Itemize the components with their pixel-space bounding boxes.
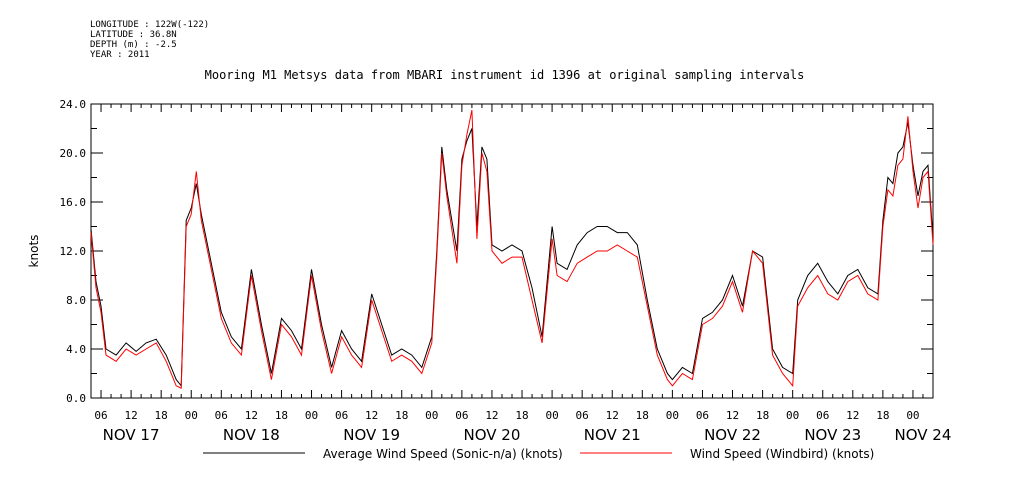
x-hour-tick-label: 06 [576, 409, 589, 422]
metadata-block: LONGITUDE : 122W(-122) LATITUDE : 36.8N … [90, 20, 209, 60]
legend-label-windbird: Wind Speed (Windbird) (knots) [690, 447, 874, 461]
series-line-windbird-wind-speed [90, 110, 934, 389]
x-hour-tick-label: 00 [545, 409, 558, 422]
y-tick-label: 4.0 [66, 343, 86, 356]
y-tick-label: 24.0 [60, 98, 87, 111]
plot-frame [90, 103, 934, 399]
series-line-average-wind-speed [90, 122, 934, 388]
x-day-label: NOV 20 [464, 426, 521, 444]
y-axis-title: knots [27, 235, 41, 268]
depth-label: DEPTH (m) : -2.5 [90, 40, 177, 50]
year-label: YEAR : 2011 [90, 50, 150, 60]
x-hour-tick-label: 12 [124, 409, 137, 422]
x-hour-tick-label: 06 [335, 409, 348, 422]
axes-layer: 0.0 4.0 8.0 12.0 16.0 20.0 24.0 knots 06 12 18 00 06… [27, 98, 951, 444]
latitude-label: LATITUDE : 36.8N [90, 30, 177, 40]
x-hour-tick-label: 00 [305, 409, 318, 422]
x-day-label: NOV 23 [804, 426, 861, 444]
x-hour-tick-label: 06 [696, 409, 709, 422]
x-day-label: NOV 18 [223, 426, 280, 444]
x-day-label: NOV 19 [343, 426, 400, 444]
x-day-label: NOV 24 [895, 426, 952, 444]
chart-title: Mooring M1 Metsys data from MBARI instru… [204, 68, 805, 82]
x-hour-tick-label: 12 [365, 409, 378, 422]
x-day-label: NOV 21 [584, 426, 641, 444]
x-hour-tick-label: 18 [636, 409, 649, 422]
longitude-label: LONGITUDE : 122W(-122) [90, 20, 210, 30]
x-hour-tick-label: 00 [906, 409, 919, 422]
x-hour-tick-label: 18 [756, 409, 769, 422]
series-layer [90, 110, 934, 389]
x-day-label: NOV 22 [704, 426, 761, 444]
x-hour-tick-label: 06 [215, 409, 228, 422]
x-hour-tick-label: 18 [395, 409, 408, 422]
x-hour-tick-label: 18 [155, 409, 168, 422]
x-hour-tick-label: 06 [455, 409, 468, 422]
x-hour-tick-label: 00 [425, 409, 438, 422]
x-hour-tick-label: 00 [185, 409, 198, 422]
y-tick-label: 8.0 [66, 294, 86, 307]
x-hour-tick-label: 00 [666, 409, 679, 422]
y-tick-label: 16.0 [60, 196, 87, 209]
x-hour-tick-label: 12 [606, 409, 619, 422]
x-hour-tick-label: 06 [94, 409, 107, 422]
x-day-label: NOV 17 [103, 426, 160, 444]
x-hour-tick-label: 12 [485, 409, 498, 422]
y-tick-label: 20.0 [60, 147, 87, 160]
x-hour-tick-label: 12 [726, 409, 739, 422]
legend: Average Wind Speed (Sonic-n/a) (knots) Wi… [203, 447, 874, 461]
x-hour-tick-label: 00 [786, 409, 799, 422]
x-hour-tick-label: 18 [275, 409, 288, 422]
y-tick-label: 12.0 [60, 245, 87, 258]
x-hour-tick-label: 12 [245, 409, 258, 422]
y-tick-label: 0.0 [66, 392, 86, 405]
x-hour-tick-label: 06 [816, 409, 829, 422]
legend-label-average: Average Wind Speed (Sonic-n/a) (knots) [323, 447, 563, 461]
x-hour-tick-label: 12 [846, 409, 859, 422]
x-hour-tick-label: 18 [876, 409, 889, 422]
x-hour-tick-label: 18 [515, 409, 528, 422]
